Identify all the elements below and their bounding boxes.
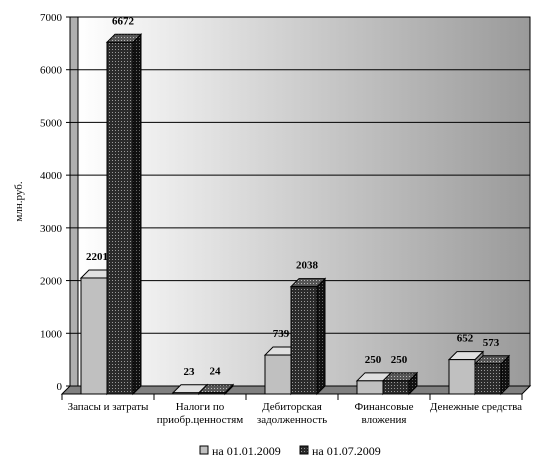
- x-category-label-line: Дебиторская: [262, 401, 322, 413]
- data-label: 573: [483, 337, 500, 349]
- x-category-label: Денежные средства: [430, 401, 522, 413]
- x-category-label-line: Финансовые: [354, 401, 413, 413]
- bar-2-2: [197, 383, 235, 396]
- x-category-label-line: приобр.ценностям: [157, 414, 244, 426]
- bar-front-face: [106, 41, 134, 395]
- bar-front-face: [356, 380, 384, 395]
- x-category-label: Финансовые вложения: [354, 401, 413, 426]
- data-label: 250: [365, 354, 382, 366]
- data-label: 23: [184, 366, 196, 378]
- legend-swatch: [299, 445, 309, 455]
- data-label: 24: [210, 366, 222, 378]
- bar-2-4: [381, 371, 419, 396]
- y-tick-label: 3000: [40, 223, 63, 235]
- data-label: 250: [391, 354, 408, 366]
- x-category-label-line: Запасы и затраты: [68, 401, 149, 413]
- legend-swatch: [199, 445, 209, 455]
- bar-front-face: [382, 380, 410, 395]
- x-category-label-line: задолженность: [257, 414, 327, 426]
- bar-front-face: [290, 286, 318, 395]
- bar-front-face: [264, 354, 292, 395]
- data-label: 739: [273, 328, 290, 340]
- data-label: 6672: [112, 15, 135, 27]
- y-axis-label: млн.руб.: [13, 181, 25, 221]
- legend-label: на 01.07.2009: [312, 444, 381, 458]
- y-tick-label: 4000: [40, 170, 63, 182]
- bar-2-5: [473, 354, 511, 396]
- y-tick-label: 6000: [40, 65, 63, 77]
- y-tick-label: 0: [57, 381, 63, 393]
- bar-side-face: [316, 277, 326, 396]
- y-tick-label: 5000: [40, 117, 63, 129]
- bar-front-face: [80, 277, 108, 395]
- bar-2-1: [105, 33, 143, 396]
- x-category-label: Налоги по приобр.ценностям: [157, 401, 244, 426]
- y-tick-label: 2000: [40, 276, 63, 288]
- bar-front-face: [172, 392, 200, 395]
- bar-front-face: [474, 363, 502, 395]
- x-category-label: Дебиторская задолженность: [257, 401, 327, 426]
- bar-front-face: [448, 359, 476, 395]
- data-label: 652: [457, 333, 474, 345]
- y-tick-label: 1000: [40, 328, 63, 340]
- bar-side-face: [132, 33, 142, 396]
- y-tick-label: 7000: [40, 12, 63, 24]
- legend-label: на 01.01.2009: [212, 444, 281, 458]
- x-category-label-line: Налоги по: [176, 401, 225, 413]
- bar-2-3: [289, 277, 327, 396]
- x-category-label-line: вложения: [362, 414, 407, 426]
- data-label: 2201: [86, 251, 108, 263]
- plot-side-wall: [69, 16, 79, 387]
- data-label: 2038: [296, 260, 319, 272]
- x-category-label: Запасы и затраты: [68, 401, 149, 413]
- x-category-label-line: Денежные средства: [430, 401, 522, 413]
- bar-front-face: [198, 392, 226, 395]
